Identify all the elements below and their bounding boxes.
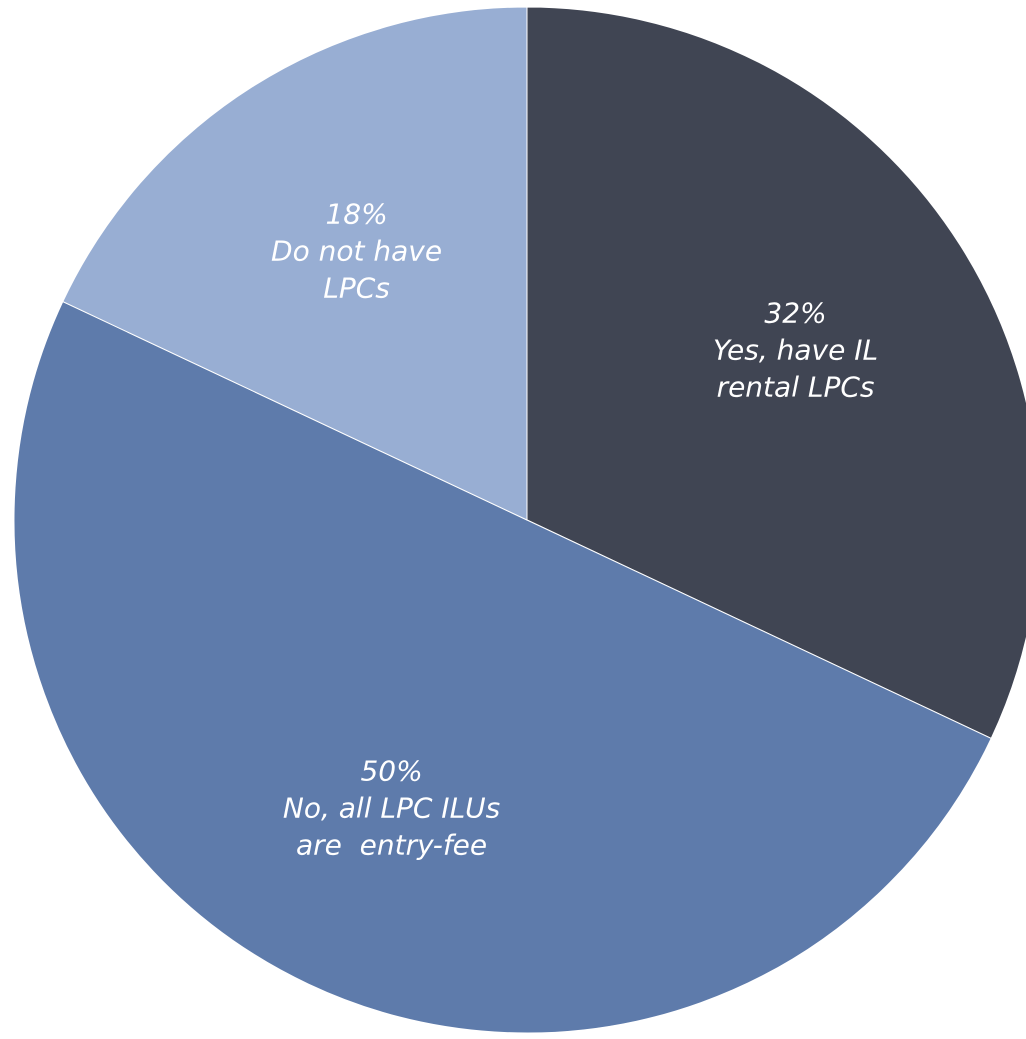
slice-label: 32% Yes, have IL rental LPCs (713, 294, 878, 405)
pie-slice (526, 6, 1026, 740)
value-label: 50% (360, 754, 423, 788)
slice-label: 18% Do not have LPCs (271, 196, 442, 307)
category-label: No, all LPC ILUs are entry-fee (282, 791, 501, 862)
value-label: 32% (764, 296, 827, 330)
pie-slice (13, 300, 992, 1034)
category-label: Yes, have IL rental LPCs (712, 333, 879, 404)
pie-slice (62, 6, 528, 521)
value-label: 18% (325, 197, 388, 231)
category-label: Do not have LPCs (271, 234, 443, 305)
slice-label: 50% No, all LPC ILUs are entry-fee (283, 752, 500, 863)
